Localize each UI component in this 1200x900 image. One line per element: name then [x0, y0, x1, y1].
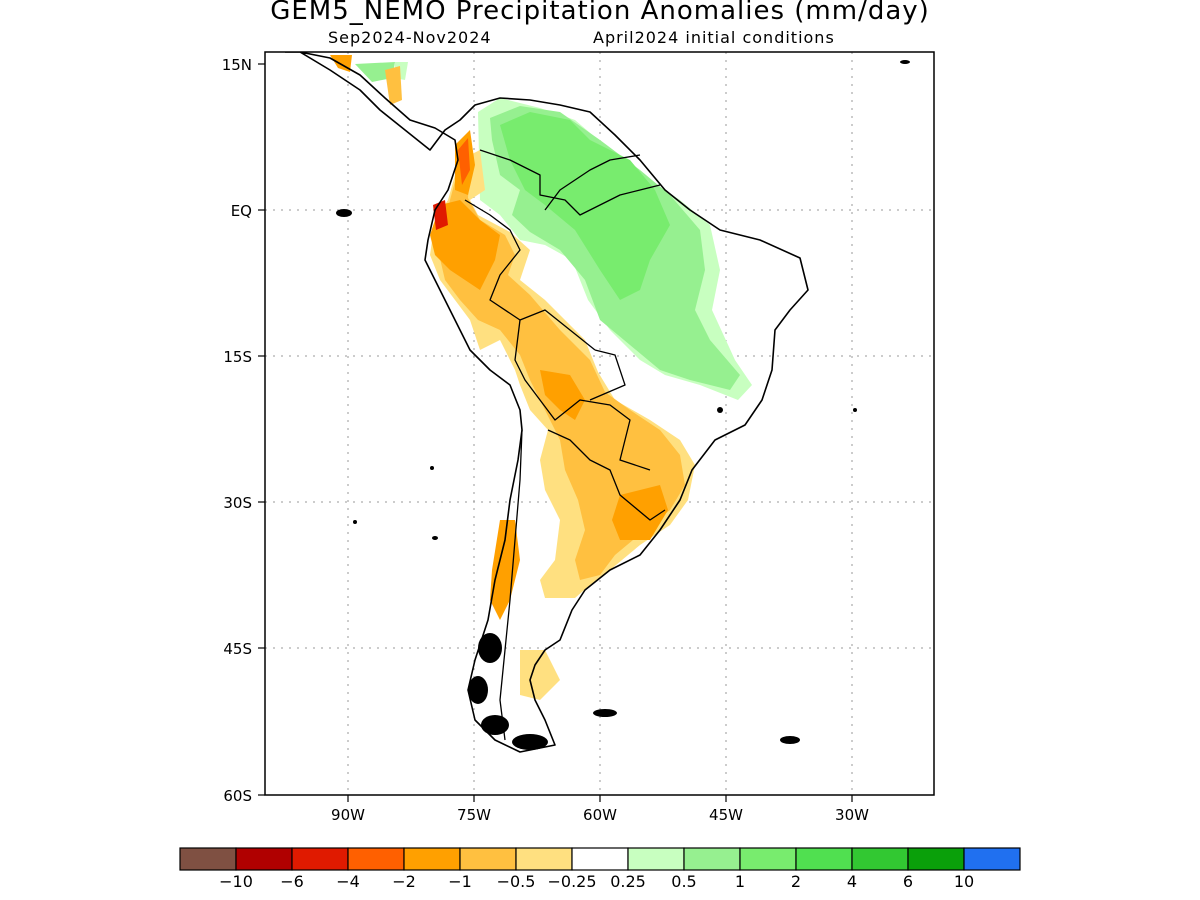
colorbar-label: −2	[392, 872, 416, 891]
colorbar-label: 1	[735, 872, 745, 891]
anomaly-neg2-colombia	[458, 138, 470, 185]
colorbar-label: −0.25	[547, 872, 596, 891]
positive-anomaly-areas	[355, 62, 752, 400]
colorbar-label: −0.5	[497, 872, 536, 891]
lon-tick-label: 30W	[835, 806, 869, 824]
anomaly-neg0p5-patagonia	[520, 650, 560, 700]
colorbar-swatch	[795, 847, 853, 871]
colorbar-swatch	[571, 847, 629, 871]
lat-tick-label: 60S	[223, 787, 252, 805]
colorbar-swatch	[291, 847, 349, 871]
period-subtitle: Sep2024-Nov2024	[328, 28, 492, 47]
lon-tick-label: 75W	[457, 806, 491, 824]
colorbar-swatch	[851, 847, 909, 871]
colorbar-label: −4	[336, 872, 360, 891]
lat-tick-label: 15S	[223, 348, 252, 366]
lon-tick-label: 60W	[583, 806, 617, 824]
init-subtitle: April2024 initial conditions	[593, 28, 835, 47]
colorbar-swatch	[403, 847, 461, 871]
y-axis-labels: 15N EQ 15S 30S 45S 60S	[222, 56, 252, 805]
colorbar-labels: −10 −6 −4 −2 −1 −0.5 −0.25 0.25 0.5 1 2 4 6 10	[219, 872, 974, 891]
colorbar-swatch	[179, 847, 237, 871]
colorbar-label: 2	[791, 872, 801, 891]
colorbar-label: 0.25	[610, 872, 646, 891]
lon-tick-label: 90W	[331, 806, 365, 824]
map-title: GEM5_NEMO Precipitation Anomalies (mm/da…	[270, 0, 930, 26]
anomaly-neg0p5-andes-brazil	[438, 160, 685, 580]
colorbar-swatch	[235, 847, 293, 871]
colorbar-label: −1	[448, 872, 472, 891]
x-axis-labels: 90W 75W 60W 45W 30W	[331, 806, 869, 824]
colorbar-swatch	[515, 847, 573, 871]
colorbar-label: −6	[280, 872, 304, 891]
lon-tick-label: 45W	[709, 806, 743, 824]
colorbar-swatch	[627, 847, 685, 871]
colorbar-label: 0.5	[671, 872, 696, 891]
anomaly-0p5-central-america	[355, 62, 395, 82]
anomaly-1-north-brazil	[500, 112, 670, 300]
lat-tick-label: 30S	[223, 494, 252, 512]
colorbar-swatch	[963, 847, 1021, 871]
colorbar-swatch	[459, 847, 517, 871]
colorbar-label: 10	[954, 872, 974, 891]
colorbar-label: 4	[847, 872, 857, 891]
colorbar-swatch	[739, 847, 797, 871]
lat-tick-label: 15N	[222, 56, 252, 74]
anomaly-neg1-chile	[490, 520, 520, 620]
anomaly-neg1-bolivia	[540, 370, 585, 420]
anomaly-neg0p5-central-america	[385, 66, 402, 105]
south-america-coastline	[285, 52, 809, 753]
lat-tick-label: 45S	[223, 640, 252, 658]
colorbar	[179, 847, 1021, 871]
country-borders	[464, 149, 666, 741]
tick-marks	[258, 63, 853, 802]
negative-anomaly-areas	[330, 55, 695, 700]
lat-tick-label: EQ	[231, 202, 252, 220]
colorbar-swatch	[347, 847, 405, 871]
colorbar-label: 6	[903, 872, 913, 891]
colorbar-label: −10	[219, 872, 253, 891]
colorbar-swatch	[683, 847, 741, 871]
colorbar-swatch	[907, 847, 965, 871]
islands	[336, 60, 910, 750]
